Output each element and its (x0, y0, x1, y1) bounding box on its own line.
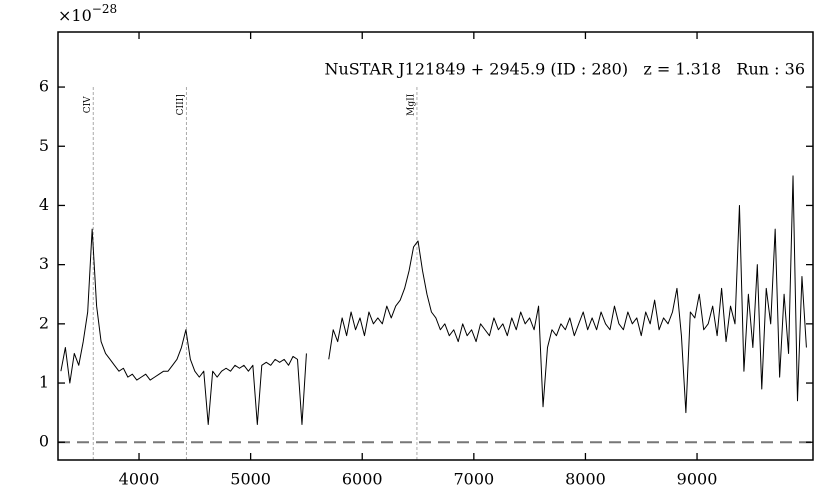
y-tick-label: 6 (39, 77, 49, 96)
x-tick-label: 5000 (230, 470, 271, 489)
emission-line-label: CIV (83, 96, 93, 113)
emission-line-label: MgII (406, 93, 416, 116)
emission-line-label: CIII] (176, 94, 186, 115)
multiplier-base: ×10 (58, 6, 92, 25)
y-tick-label: 2 (39, 313, 49, 332)
x-tick-label: 8000 (565, 470, 606, 489)
x-tick-label: 7000 (453, 470, 494, 489)
multiplier-exponent: −28 (92, 2, 117, 16)
y-tick-label: 1 (39, 373, 49, 392)
y-tick-label: 4 (39, 195, 49, 214)
x-tick-label: 6000 (342, 470, 383, 489)
y-tick-label: 0 (39, 432, 49, 451)
x-tick-label: 9000 (677, 470, 718, 489)
y-tick-label: 5 (39, 136, 49, 155)
x-tick-label: 4000 (119, 470, 160, 489)
y-tick-label: 3 (39, 254, 49, 273)
plot-frame (57, 31, 814, 461)
spectrum-line (60, 175, 807, 425)
chart-title: NuSTAR J121849 + 2945.9 (ID : 280) z = 1… (324, 60, 805, 79)
multiplier: ×10−28 (58, 2, 117, 25)
